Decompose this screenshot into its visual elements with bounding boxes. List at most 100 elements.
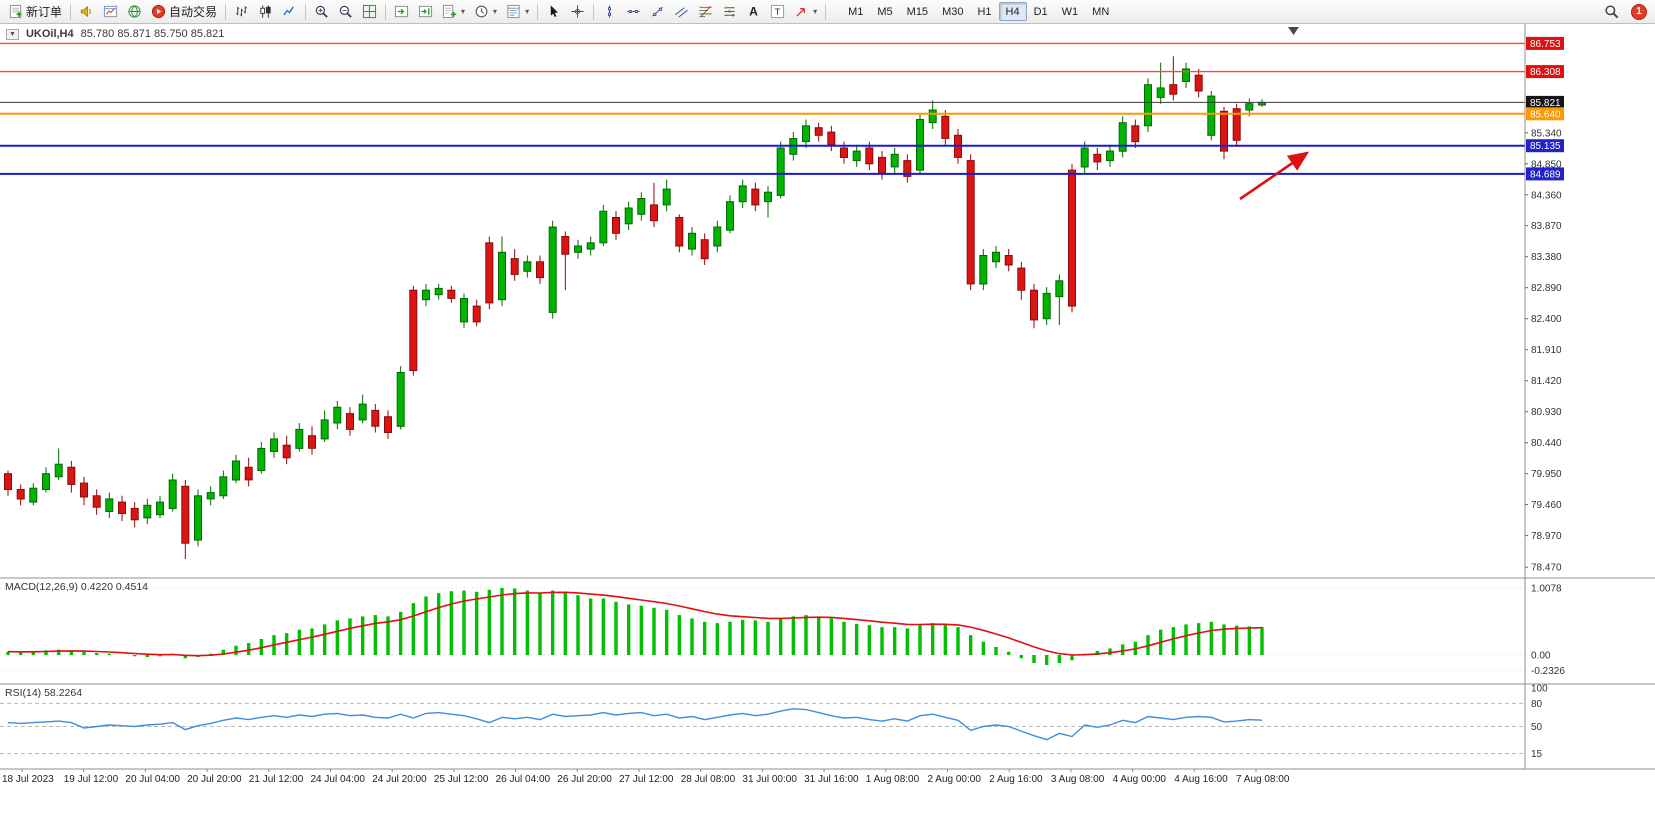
indicator-gridlines — [0, 587, 1525, 754]
arrow-tool-button[interactable]: ▾ — [790, 2, 821, 22]
globe-icon — [127, 4, 142, 19]
arrowtool-icon — [794, 4, 809, 19]
candlestick-series — [4, 56, 1266, 559]
neworder-icon — [8, 4, 23, 19]
svg-text:85.640: 85.640 — [1530, 109, 1561, 120]
autotrade-icon — [151, 4, 166, 19]
sound-alert-button[interactable] — [75, 2, 98, 22]
svg-text:79.460: 79.460 — [1531, 500, 1562, 511]
channel-button[interactable] — [670, 2, 693, 22]
channel-icon — [674, 4, 689, 19]
svg-text:81.420: 81.420 — [1531, 376, 1562, 387]
tile-windows-button[interactable] — [358, 2, 381, 22]
zoomin-icon — [314, 4, 329, 19]
trend-arrow-annotation[interactable] — [1239, 151, 1310, 201]
search-button[interactable] — [1600, 2, 1623, 22]
chart-area[interactable]: 85.340 84.850 84.360 83.870 83.380 82.890 82.4… — [0, 24, 1655, 833]
chart-symbol-header: ▼ UKOil,H4 85.780 85.871 85.750 85.821 — [4, 28, 227, 40]
autotrade-button-label: 自动交易 — [169, 5, 218, 19]
svg-text:A: A — [749, 5, 758, 19]
trendline-button[interactable] — [646, 2, 669, 22]
svg-text:85.821: 85.821 — [1530, 98, 1561, 109]
timeframe-m1-button[interactable]: M1 — [841, 2, 870, 21]
candlestick-chart-button[interactable] — [254, 2, 277, 22]
macd-signal-line — [7, 591, 1263, 657]
market-watch-button[interactable] — [99, 2, 122, 22]
svg-text:4 Aug 00:00: 4 Aug 00:00 — [1113, 774, 1167, 785]
timeframe-m15-button[interactable]: M15 — [900, 2, 935, 21]
timeframe-h4-button[interactable]: H4 — [998, 2, 1027, 21]
bar-chart-button[interactable] — [230, 2, 253, 22]
autotrade-button[interactable]: 自动交易 — [147, 2, 221, 22]
svg-text:1.0078: 1.0078 — [1531, 584, 1562, 595]
data-window-button[interactable] — [123, 2, 146, 22]
svg-text:81.910: 81.910 — [1531, 345, 1562, 356]
svg-text:T: T — [775, 7, 781, 17]
chart-shift-button[interactable] — [390, 2, 413, 22]
rsi-line — [7, 708, 1263, 741]
collapse-icon[interactable]: ▼ — [6, 28, 19, 40]
auto-scroll-button[interactable] — [414, 2, 437, 22]
svg-text:31 Jul 16:00: 31 Jul 16:00 — [804, 774, 859, 785]
horizontal-lines[interactable] — [0, 42, 1525, 175]
tile-icon — [362, 4, 377, 19]
svg-text:86.753: 86.753 — [1530, 39, 1561, 50]
svg-text:7 Aug 08:00: 7 Aug 08:00 — [1236, 774, 1290, 785]
text-tool-button[interactable]: A — [742, 2, 765, 22]
marketwatch-icon — [103, 4, 118, 19]
shift-icon — [394, 4, 409, 19]
timeframe-mn-button[interactable]: MN — [1085, 2, 1116, 21]
svg-text:19 Jul 12:00: 19 Jul 12:00 — [64, 774, 119, 785]
zoom-in-button[interactable] — [310, 2, 333, 22]
toolbar-main: 新订单 自动交易 ▾ ▾ ▾ A T ▾ — [4, 2, 829, 22]
toolbar-separator — [593, 3, 595, 20]
vertical-line-button[interactable] — [598, 2, 621, 22]
notification-badge[interactable]: 1 — [1631, 3, 1647, 20]
crosshair-button[interactable] — [566, 2, 589, 22]
template-icon — [506, 4, 521, 19]
horizontal-line-button[interactable] — [622, 2, 645, 22]
svg-text:2 Aug 16:00: 2 Aug 16:00 — [989, 774, 1043, 785]
new-order-button[interactable]: 新订单 — [4, 2, 66, 22]
caret-down-icon: ▾ — [493, 7, 498, 16]
svg-text:82.890: 82.890 — [1531, 283, 1562, 294]
fibonacci-button[interactable] — [694, 2, 717, 22]
candles-icon — [258, 4, 273, 19]
chart-canvas[interactable]: 85.340 84.850 84.360 83.870 83.380 82.890 82.4… — [0, 24, 1655, 833]
svg-text:25 Jul 12:00: 25 Jul 12:00 — [434, 774, 489, 785]
toolbar-separator — [537, 3, 539, 20]
svg-text:18 Jul 2023: 18 Jul 2023 — [2, 774, 54, 785]
cursor-button[interactable] — [542, 2, 565, 22]
chart-template-button[interactable]: ▾ — [502, 2, 533, 22]
svg-text:78.470: 78.470 — [1531, 563, 1562, 574]
svg-text:78.970: 78.970 — [1531, 531, 1562, 542]
svg-text:3 Aug 08:00: 3 Aug 08:00 — [1051, 774, 1105, 785]
timeframe-h1-button[interactable]: H1 — [970, 2, 998, 21]
vline-icon — [602, 4, 617, 19]
profiles-button[interactable]: ▾ — [470, 2, 501, 22]
svg-text:84.689: 84.689 — [1530, 169, 1561, 180]
label-tool-button[interactable]: T — [766, 2, 789, 22]
timeframe-m5-button[interactable]: M5 — [870, 2, 899, 21]
zoom-out-button[interactable] — [334, 2, 357, 22]
timeframe-m30-button[interactable]: M30 — [935, 2, 970, 21]
chart-symbol-label: UKOil,H4 — [25, 28, 74, 40]
timeframe-w1-button[interactable]: W1 — [1055, 2, 1086, 21]
svg-text:83.870: 83.870 — [1531, 221, 1562, 232]
hline-icon — [626, 4, 641, 19]
price-axis: 85.340 84.850 84.360 83.870 83.380 82.890 82.4… — [1525, 128, 1565, 760]
timeframe-d1-button[interactable]: D1 — [1027, 2, 1055, 21]
line-chart-button[interactable] — [278, 2, 301, 22]
crosshair-icon — [570, 4, 585, 19]
svg-text:82.400: 82.400 — [1531, 314, 1562, 325]
chart-shift-marker — [1288, 27, 1299, 35]
objects-list-button[interactable] — [718, 2, 741, 22]
svg-text:20 Jul 20:00: 20 Jul 20:00 — [187, 774, 242, 785]
new-chart-button[interactable]: ▾ — [438, 2, 469, 22]
svg-text:86.308: 86.308 — [1530, 67, 1561, 78]
toolbar-separator — [385, 3, 387, 20]
svg-text:84.360: 84.360 — [1531, 190, 1562, 201]
time-axis: 18 Jul 2023 19 Jul 12:00 20 Jul 04:00 20 Ju… — [2, 769, 1290, 785]
svg-text:-0.2326: -0.2326 — [1531, 666, 1565, 677]
